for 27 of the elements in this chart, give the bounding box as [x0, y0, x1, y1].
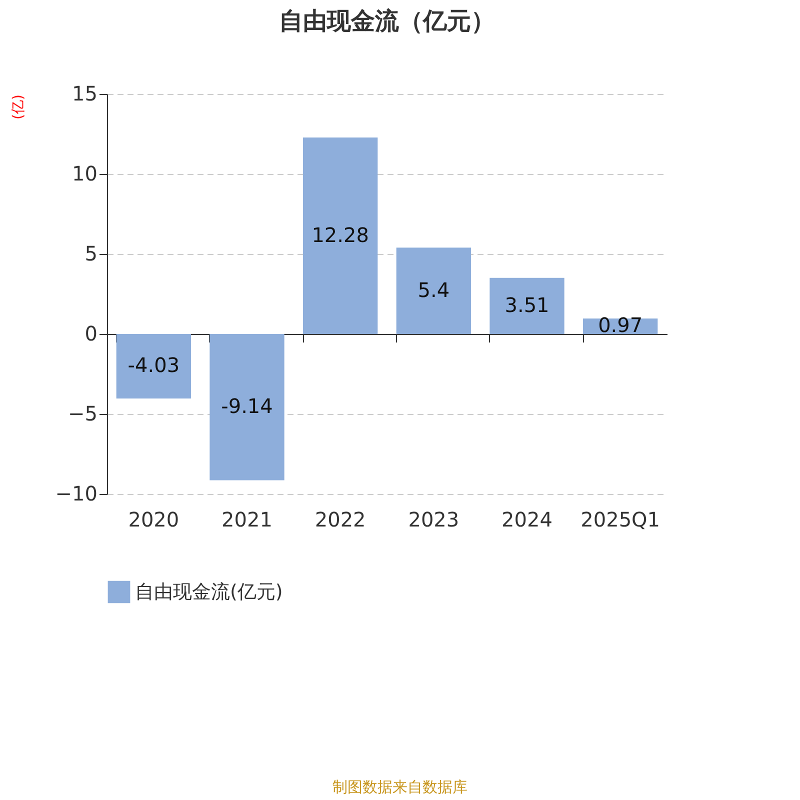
data-label: 12.28 [312, 222, 369, 247]
chart-title: 自由现金流（亿元） [279, 7, 495, 35]
bar [396, 248, 471, 334]
legend-label: 自由现金流(亿元) [135, 581, 283, 603]
y-tick-label: −5 [68, 402, 98, 426]
x-tick-label: 2020 [128, 508, 180, 532]
data-label: 0.97 [598, 313, 643, 338]
data-label: -9.14 [221, 394, 273, 418]
bar [490, 278, 564, 334]
y-axis-title: (亿) [10, 94, 26, 120]
y-tick-label: 0 [84, 322, 98, 346]
bar [210, 334, 284, 480]
bar [303, 138, 378, 334]
bar [116, 334, 191, 398]
data-label: -4.03 [128, 353, 180, 378]
x-tick-label: 2022 [314, 508, 366, 532]
x-tick-label: 2025Q1 [580, 508, 660, 532]
y-tick-label: −10 [55, 482, 98, 506]
y-tick-label: 10 [72, 162, 98, 186]
y-tick-label: 5 [84, 242, 98, 266]
y-tick-label: 15 [72, 82, 98, 106]
data-label: 5.4 [418, 278, 450, 302]
data-label: 3.51 [504, 292, 550, 317]
text: 制图数据来自数据库 [332, 778, 468, 797]
x-tick-label: 2024 [502, 508, 552, 532]
x-tick-label: 2021 [222, 508, 272, 532]
x-tick-label: 2023 [408, 508, 460, 532]
